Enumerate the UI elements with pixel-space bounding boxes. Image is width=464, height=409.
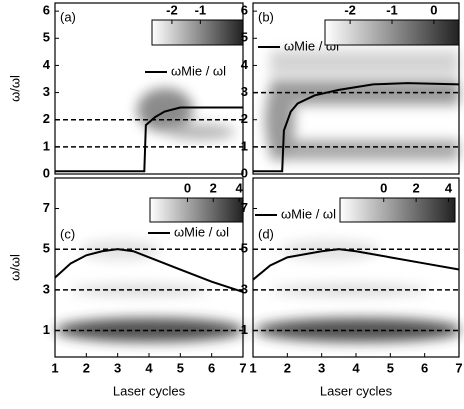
x-tick-label: 6: [208, 360, 215, 375]
line: [54, 248, 244, 293]
x-tick-label: 5: [387, 360, 394, 375]
colorbar: [149, 197, 244, 223]
legend-label: ωMie / ωl: [174, 224, 229, 239]
colorbar-tick-label: -1: [195, 2, 207, 17]
x-tick-label: 2: [284, 360, 291, 375]
colorbar-tick-label: 2: [210, 180, 217, 195]
line: [55, 106, 243, 173]
plot-frame: [252, 2, 460, 175]
x-tick-label: 5: [177, 360, 184, 375]
colorbar-tick-label: -2: [344, 2, 356, 17]
x-tick-label: 7: [239, 360, 246, 375]
legend-label: ωMie / ωl: [281, 206, 336, 221]
y-tick-label: 3: [241, 84, 248, 99]
legend-label: ωMie / ωl: [171, 63, 226, 78]
x-axis-label: Laser cycles: [320, 383, 393, 398]
x-tick-label: 4: [352, 360, 360, 375]
y-tick-label: 5: [241, 30, 248, 45]
y-tick-label: 5: [43, 30, 50, 45]
x-axis-label: Laser cycles: [113, 383, 186, 398]
y-tick-label: 1: [241, 322, 248, 337]
x-tick-label: 3: [114, 360, 121, 375]
y-axis-label: ω/ωl: [7, 75, 22, 102]
colorbar-tick-label: 0: [184, 180, 191, 195]
x-tick-label: 7: [455, 360, 462, 375]
y-tick-label: 6: [241, 3, 248, 18]
colorbar: [151, 19, 244, 46]
y-tick-label: 5: [241, 241, 248, 256]
y-tick-label: 1: [43, 138, 50, 153]
colorbar-tick-label: 4: [236, 180, 244, 195]
y-tick-label: 7: [241, 200, 248, 215]
panel-label: (b): [258, 9, 274, 24]
y-tick-label: 7: [43, 200, 50, 215]
x-tick-label: 4: [145, 360, 153, 375]
panel-label: (d): [258, 226, 274, 241]
colorbar: [339, 197, 456, 223]
line: [253, 82, 460, 173]
y-axis-label: ω/ωl: [7, 254, 22, 281]
plot-frame: [54, 2, 244, 175]
y-tick-label: 3: [43, 281, 50, 296]
x-tick-label: 3: [318, 360, 325, 375]
panel-label: (c): [60, 226, 75, 241]
colorbar-tick-label: 2: [413, 180, 420, 195]
y-tick-label: 3: [43, 84, 50, 99]
x-tick-label: 2: [83, 360, 90, 375]
y-tick-label: 4: [43, 57, 51, 72]
y-tick-label: 0: [43, 165, 50, 180]
y-tick-label: 4: [241, 57, 249, 72]
colorbar-tick-label: 0: [430, 2, 437, 17]
colorbar-tick-label: 4: [445, 180, 453, 195]
x-tick-label: 6: [421, 360, 428, 375]
y-tick-label: 3: [241, 281, 248, 296]
panel-label: (a): [60, 9, 76, 24]
colorbar-tick-label: -1: [386, 2, 398, 17]
spectrogram: [55, 50, 459, 342]
y-tick-label: 1: [43, 322, 50, 337]
y-tick-label: 2: [241, 111, 248, 126]
x-tick-label: 1: [249, 360, 256, 375]
y-tick-label: 0: [241, 165, 248, 180]
y-tick-label: 5: [43, 241, 50, 256]
y-tick-label: 1: [241, 138, 248, 153]
y-tick-label: 6: [43, 3, 50, 18]
colorbar-tick-label: -2: [166, 2, 178, 17]
x-tick-label: 1: [51, 360, 58, 375]
colorbar-tick-label: 0: [380, 180, 387, 195]
y-tick-label: 2: [43, 111, 50, 126]
line: [252, 248, 460, 281]
